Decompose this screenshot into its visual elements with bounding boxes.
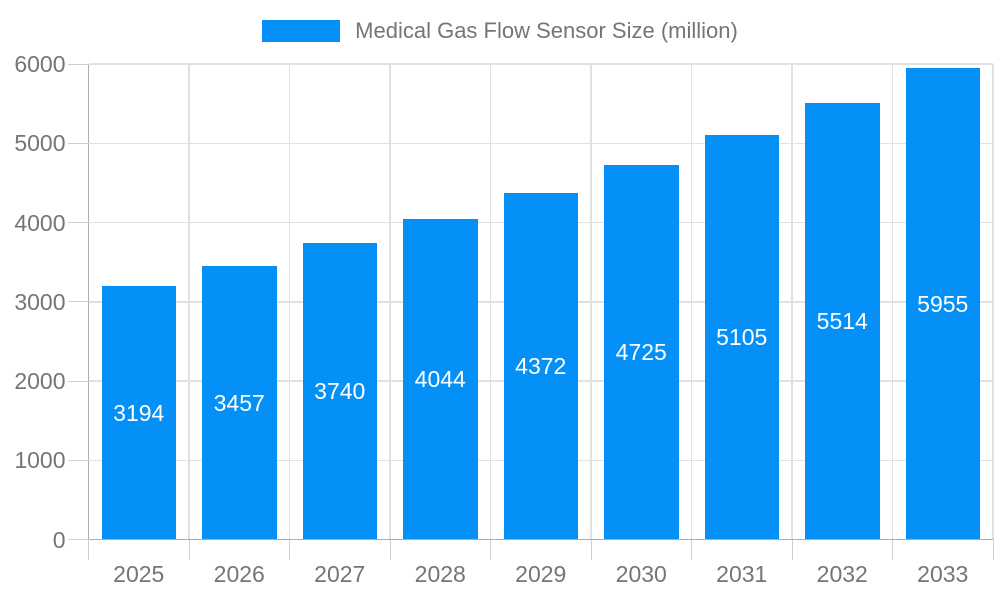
- bar-2031[interactable]: [704, 134, 779, 540]
- y-axis-tick: [67, 459, 89, 461]
- y-axis-tick-label: 5000: [14, 130, 66, 157]
- x-axis-tick: [490, 539, 491, 560]
- legend-label: Medical Gas Flow Sensor Size (million): [355, 18, 738, 43]
- gridline-vertical: [690, 64, 693, 540]
- x-axis-tick: [892, 539, 893, 560]
- gridline-vertical: [489, 64, 492, 540]
- y-axis-tick: [67, 301, 89, 303]
- x-axis-tick-label: 2027: [314, 560, 366, 587]
- x-axis-tick: [188, 539, 190, 560]
- x-axis-tick: [691, 539, 692, 560]
- y-axis-tick: [67, 222, 89, 223]
- y-axis-tick-label: 3000: [14, 288, 66, 315]
- y-axis-tick: [67, 142, 89, 144]
- gridline-vertical: [791, 64, 793, 540]
- y-axis-tick: [67, 63, 89, 65]
- x-axis-tick: [590, 539, 592, 560]
- y-axis-tick: [67, 380, 89, 382]
- gridline-vertical: [590, 64, 592, 540]
- legend-swatch-icon: [262, 20, 341, 42]
- gridline-vertical: [389, 64, 391, 540]
- bar-2030[interactable]: [604, 165, 679, 540]
- bar-2032[interactable]: [805, 102, 880, 540]
- y-axis-line: [87, 64, 90, 560]
- x-axis-line: [87, 538, 993, 541]
- gridline-vertical: [288, 64, 291, 540]
- gridline-vertical: [188, 64, 190, 540]
- gridline-horizontal: [88, 142, 993, 144]
- x-axis-tick: [88, 539, 89, 560]
- bar-2026[interactable]: [202, 265, 277, 540]
- y-axis-tick-label: 2000: [14, 368, 66, 394]
- bar-2033[interactable]: [905, 67, 980, 540]
- legend: Medical Gas Flow Sensor Size (million): [0, 18, 1000, 44]
- x-axis-tick-label: 2028: [414, 560, 466, 587]
- x-axis-tick-label: 2033: [917, 560, 969, 587]
- x-axis-tick-label: 2030: [615, 560, 667, 587]
- x-axis-tick: [992, 539, 994, 560]
- x-axis-tick-label: 2029: [515, 560, 567, 587]
- y-axis-tick: [67, 539, 89, 540]
- x-axis-tick: [791, 539, 793, 560]
- gridline-vertical: [992, 64, 994, 540]
- y-axis-tick-label: 0: [52, 526, 66, 553]
- y-axis-tick-label: 1000: [14, 447, 66, 474]
- bar-2027[interactable]: [302, 243, 377, 540]
- x-axis-tick: [289, 539, 290, 560]
- x-axis-tick-label: 2031: [716, 560, 768, 587]
- x-axis-tick: [389, 539, 391, 560]
- gridline-vertical: [891, 64, 894, 540]
- x-axis-tick-label: 2026: [213, 560, 265, 587]
- gridline-horizontal: [88, 63, 993, 65]
- bar-2025[interactable]: [101, 286, 176, 540]
- x-axis-tick-label: 2032: [816, 560, 868, 587]
- x-axis-tick-label: 2025: [113, 560, 165, 587]
- legend-item[interactable]: Medical Gas Flow Sensor Size (million): [262, 18, 738, 44]
- y-axis-tick-label: 6000: [14, 51, 66, 77]
- bar-2029[interactable]: [503, 193, 578, 540]
- bar-2028[interactable]: [403, 219, 478, 540]
- y-axis-tick-label: 4000: [14, 209, 66, 236]
